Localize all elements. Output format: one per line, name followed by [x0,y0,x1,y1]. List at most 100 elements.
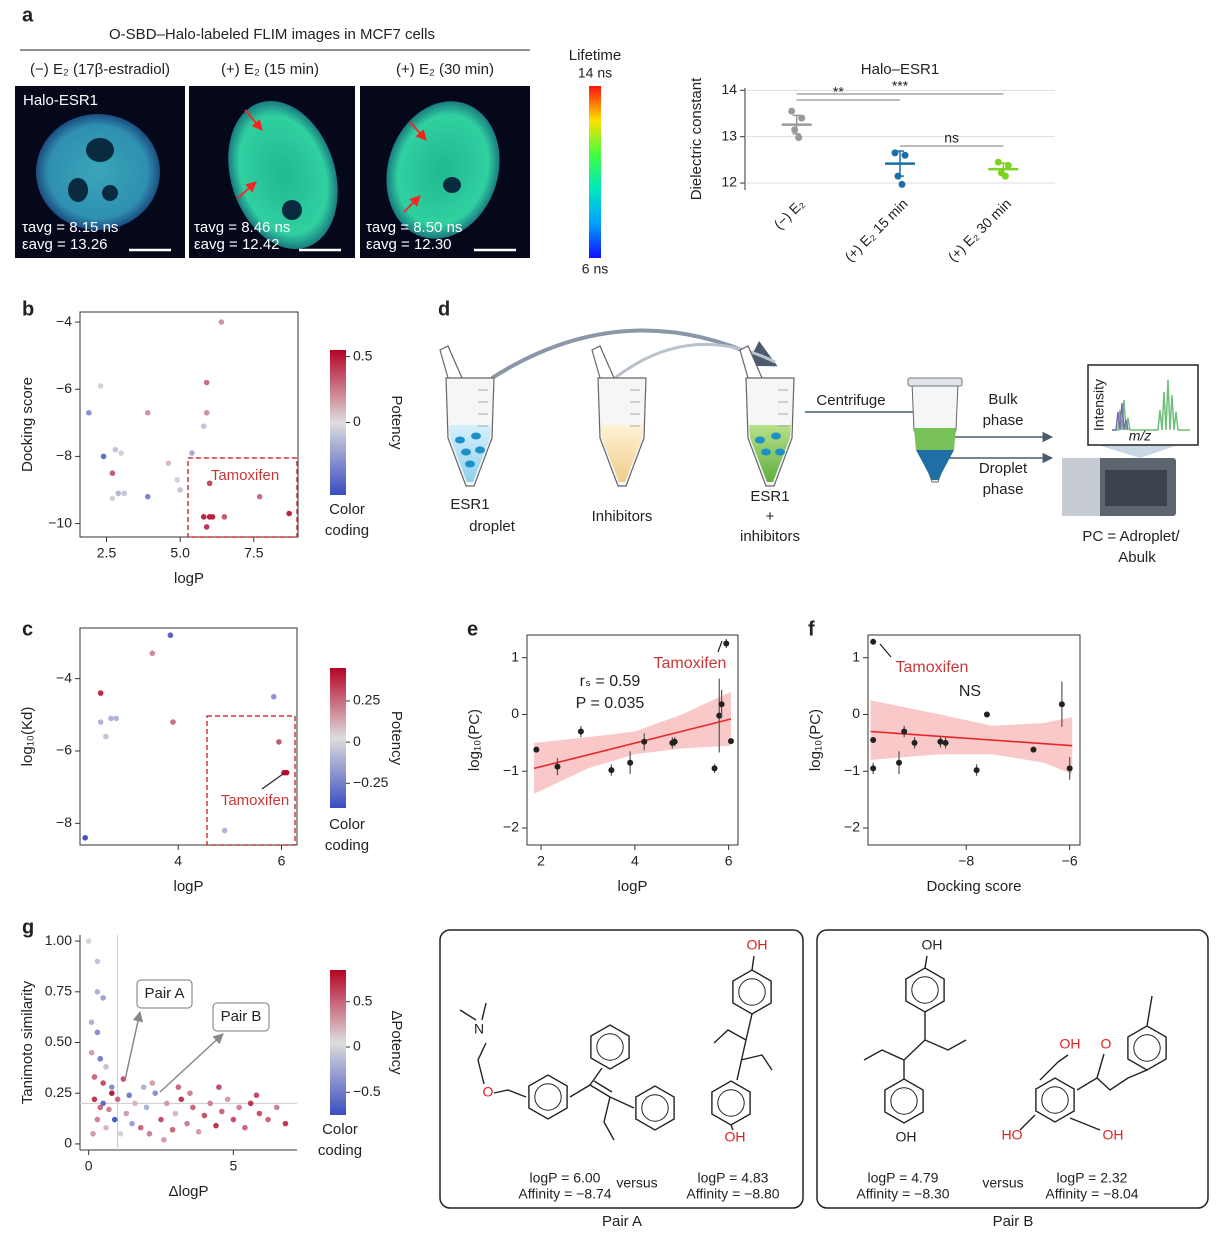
affinity-label: Affinity = −8.74 [518,1186,611,1202]
point [103,1124,109,1131]
ring [590,1024,630,1070]
point [146,1130,153,1137]
point [795,134,803,142]
point [117,1130,124,1137]
phase-label: phase [983,412,1024,429]
point [100,1080,106,1086]
condition-label: (+) E₂ (15 min) [221,61,319,78]
nucleus [228,100,338,250]
point [91,1096,98,1103]
point [273,1104,280,1111]
bond [1069,1117,1101,1131]
annotation-arrow [159,1033,224,1093]
callout [1098,445,1178,458]
point [207,1100,213,1107]
point [870,765,877,772]
phase-label: Droplet [979,460,1028,477]
spectrum-y-label: Intensity [1091,379,1107,431]
affinity-label: Affinity = −8.30 [856,1186,949,1202]
bond [609,1096,635,1109]
annotation-box [136,979,193,1009]
x-tick-label: 5 [229,1158,237,1174]
stat-label: rₛ = 0.59 [580,673,641,690]
droplet [775,448,785,456]
y-tick-label: 12 [721,174,737,190]
annotation: Pair B [221,1008,262,1025]
point [94,1029,101,1036]
point [143,1104,150,1111]
nucleus [36,114,160,230]
x-tick-label: −8 [958,853,974,869]
colorbar [330,970,346,1115]
point [118,450,125,456]
bond [459,1009,477,1021]
point [577,728,584,735]
x-axis-label: Docking score [926,878,1021,895]
x-tick-label: (−) E₂ [771,195,808,232]
bond [863,1049,905,1061]
point [247,1100,254,1107]
point [177,487,183,493]
point [533,746,540,753]
bond [924,1039,967,1051]
point [94,988,101,995]
x-tick-label: 0 [85,1158,93,1174]
point [111,1116,118,1123]
bond [593,1080,613,1093]
x-axis-label: ΔlogP [168,1183,208,1200]
epsilon-label: εavg = 12.42 [194,236,280,253]
point [174,477,181,483]
y-axis-label: log₁₀(PC) [466,709,483,771]
y-axis-label: Tanimoto similarity [19,980,36,1104]
workflow [439,328,1199,516]
arrow [409,121,427,141]
point [109,1090,115,1097]
point [187,1090,193,1097]
x-axis-label: logP [173,878,203,895]
point [144,409,151,416]
logp-label: logP = 4.79 [868,1170,939,1186]
point [256,1110,263,1117]
point [236,1104,242,1111]
colorbar-note: Color [329,816,365,833]
y-tick-label: 1 [852,648,860,664]
y-tick-label: −8 [56,814,72,830]
pair-title: Pair B [993,1213,1034,1230]
y-tick-label: 0.25 [45,1084,72,1100]
annotation-arrow [717,640,723,653]
point [190,1104,196,1111]
point [170,719,176,725]
point [911,739,918,746]
bond [1019,1114,1036,1131]
y-tick-label: −1 [503,762,519,778]
nucleolus [68,178,88,202]
point [91,1074,98,1080]
aromatic [596,1033,624,1061]
point [641,738,648,745]
point [798,114,806,122]
colorbar-note: Color [322,1121,358,1138]
point [942,739,949,746]
atom-label: N [474,1021,484,1037]
point [132,1100,138,1107]
bond [1076,1069,1148,1091]
point [100,1100,106,1107]
point [221,827,228,834]
step-label: Centrifuge [816,392,885,409]
ring [884,1078,924,1124]
lifetime-colorbar [589,86,601,258]
epsilon-label: εavg = 12.30 [366,236,452,253]
plot-frame [526,634,739,846]
x-axis-label: logP [174,570,204,587]
panel-label: f [808,618,815,640]
point [218,1108,225,1115]
atom-label: HO [1002,1127,1023,1143]
bond [603,1096,615,1141]
colorbar [330,350,346,495]
droplet [771,432,781,440]
arrow [403,195,421,213]
plot-frame [79,627,298,846]
point [109,1084,115,1090]
x-tick-label: 5.0 [170,545,190,561]
affinity-label: Affinity = −8.04 [1045,1186,1138,1202]
